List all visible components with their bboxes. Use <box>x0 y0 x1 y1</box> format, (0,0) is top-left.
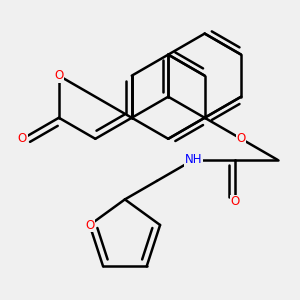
Text: O: O <box>54 69 64 82</box>
Text: O: O <box>85 218 94 232</box>
Text: O: O <box>236 132 246 145</box>
Text: O: O <box>231 195 240 208</box>
Text: O: O <box>18 132 27 145</box>
Text: NH: NH <box>184 153 202 166</box>
